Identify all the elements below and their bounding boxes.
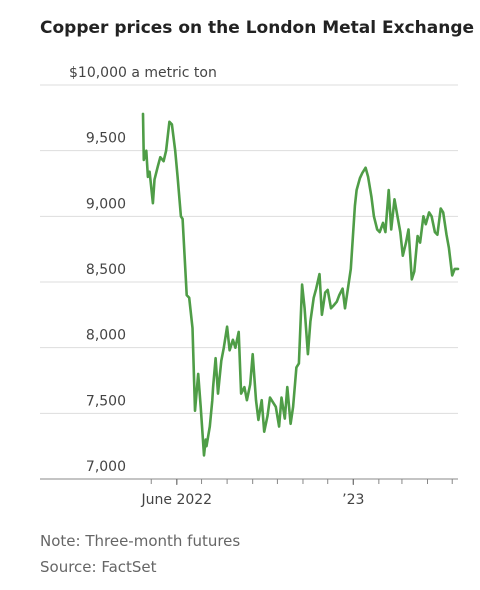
line-chart: June 2022 ’23 $10,000 a metric ton 9,500 9,… (40, 65, 460, 508)
y-axis-labels: $10,000 a metric ton 9,500 9,000 8,500 8,000… (69, 65, 217, 475)
y-tick-label: 8,500 (86, 262, 126, 278)
chart-source: Source: FactSet (40, 558, 157, 576)
y-tick-label: 9,000 (86, 196, 126, 212)
y-tick-label: $10,000 a metric ton (69, 65, 217, 81)
price-series (141, 112, 460, 457)
x-tick-label: ’23 (342, 492, 364, 508)
chart-title: Copper prices on the London Metal Exchan… (40, 18, 475, 38)
y-tick-label: 8,000 (86, 328, 126, 344)
x-axis: June 2022 ’23 (40, 478, 458, 508)
x-tick-label: June 2022 (141, 492, 213, 508)
chart-note: Note: Three-month futures (40, 532, 241, 550)
y-tick-label: 7,500 (86, 393, 126, 409)
series-line (141, 112, 460, 457)
y-tick-label: 7,000 (86, 459, 126, 475)
y-tick-label: 9,500 (86, 131, 126, 147)
